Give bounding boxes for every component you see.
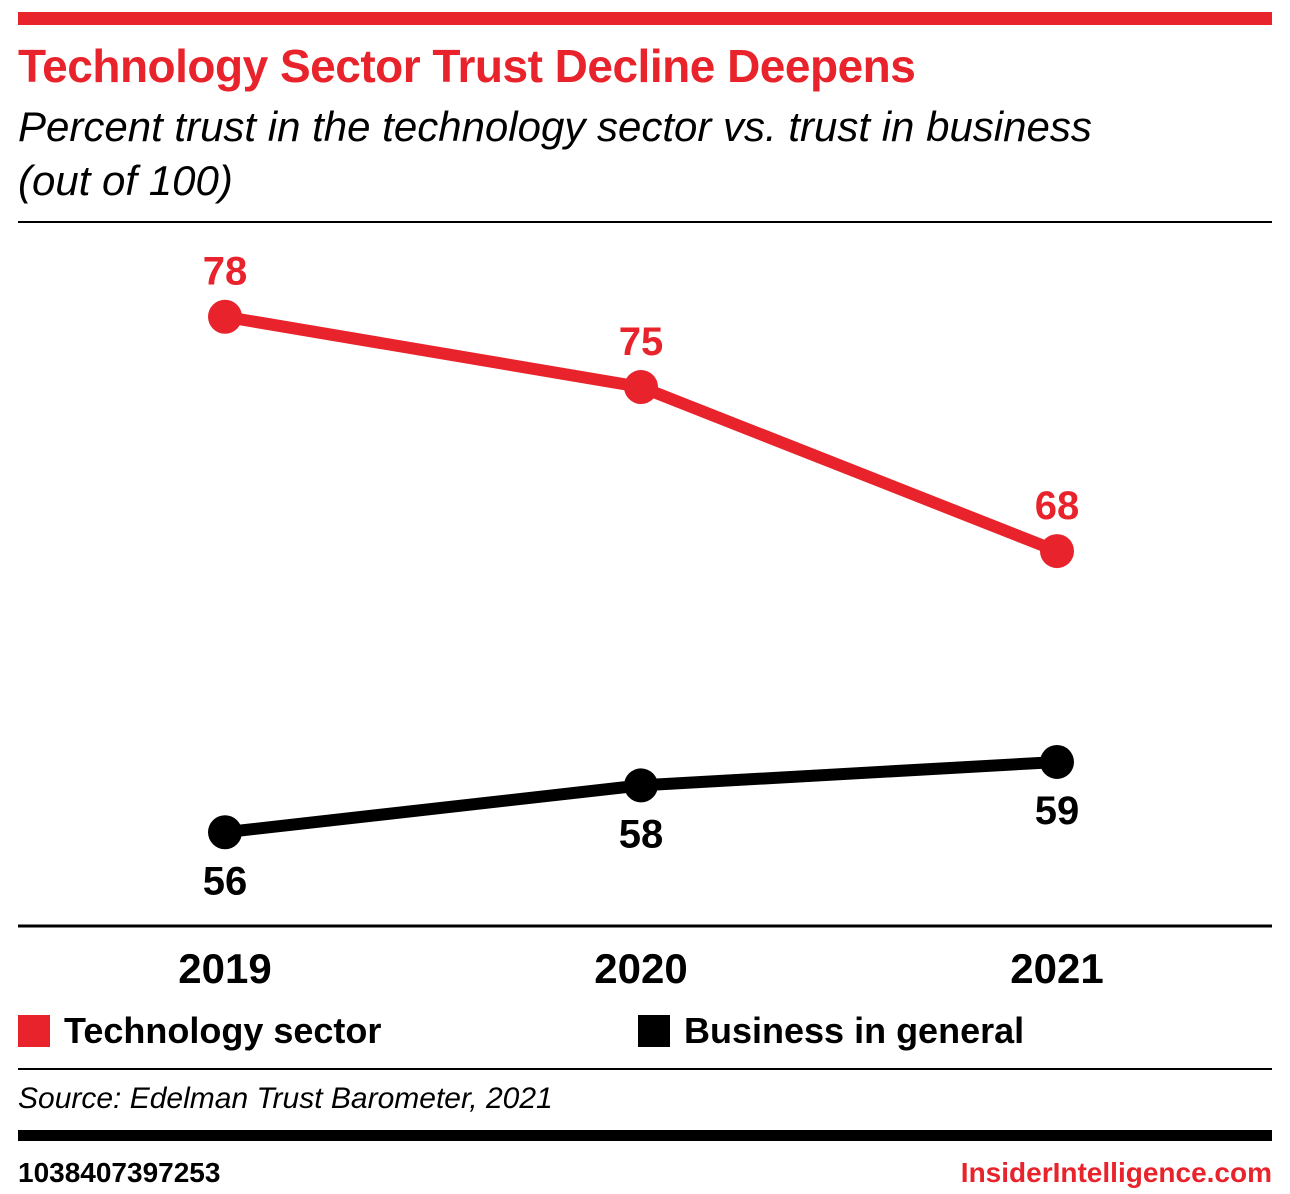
data-point-label: 58 (619, 812, 664, 856)
chart-canvas: 2019 2020 2021 78 75 68 56 58 59 (18, 250, 1272, 992)
x-tick-label: 2019 (178, 945, 271, 992)
legend-swatch-red (18, 1014, 50, 1047)
data-point-label: 59 (1035, 789, 1080, 833)
site-link[interactable]: InsiderIntelligence.com (960, 1156, 1272, 1188)
chart-subtitle: Percent trust in the technology sector v… (18, 102, 1092, 205)
data-point-marker (208, 815, 242, 850)
data-point-marker (1040, 744, 1074, 779)
data-point-marker (208, 299, 242, 334)
data-point-marker (624, 768, 658, 803)
line-chart: 2019 2020 2021 78 75 68 56 58 59 (18, 223, 1272, 1008)
data-point-label: 78 (203, 250, 248, 294)
footer-bar (18, 1129, 1272, 1141)
data-point-label: 56 (203, 859, 248, 903)
data-point-label: 68 (1035, 484, 1080, 528)
data-point-marker (624, 369, 658, 404)
legend-swatch-black (638, 1014, 670, 1047)
legend-item-technology-sector: Technology sector (18, 1010, 381, 1052)
x-tick-label: 2021 (1010, 945, 1103, 992)
data-point-marker (1040, 533, 1074, 568)
chart-id: 1038407397253 (18, 1156, 221, 1188)
footer: 1038407397253 InsiderIntelligence.com (18, 1157, 1272, 1189)
legend-item-business-in-general: Business in general (638, 1010, 1024, 1052)
top-accent-bar (18, 12, 1272, 25)
legend-label: Business in general (684, 1009, 1025, 1051)
legend-label: Technology sector (64, 1009, 382, 1051)
chart-legend: Technology sector Business in general (18, 1010, 1272, 1056)
data-point-label: 75 (619, 320, 664, 364)
source-divider (18, 1067, 1272, 1070)
source-note: Source: Edelman Trust Barometer, 2021 (18, 1081, 553, 1115)
x-tick-label: 2020 (594, 945, 687, 992)
page-title: Technology Sector Trust Decline Deepens (18, 40, 916, 92)
header-divider (18, 220, 1272, 223)
